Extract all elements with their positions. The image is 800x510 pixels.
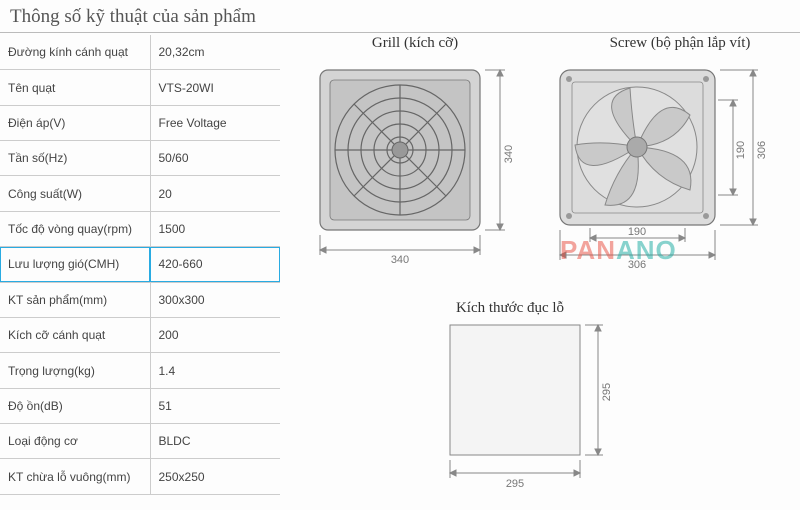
spec-value: Free Voltage — [150, 105, 280, 140]
spec-row: Tên quạtVTS-20WI — [0, 70, 280, 105]
screw-label: Screw (bộ phận lắp vít) — [580, 35, 780, 52]
diagrams-area: Grill (kích cỡ) Screw (bộ phận lắp vít) … — [280, 35, 800, 495]
spec-label: Lưu lượng gió(CMH) — [0, 247, 150, 282]
spec-label: Tốc độ vòng quay(rpm) — [0, 211, 150, 246]
spec-row: Tốc độ vòng quay(rpm)1500 — [0, 211, 280, 246]
svg-text:340: 340 — [391, 254, 409, 266]
spec-label: Công suất(W) — [0, 176, 150, 211]
spec-label: Trọng lượng(kg) — [0, 353, 150, 388]
content-container: Đường kính cánh quạt20,32cmTên quạtVTS-2… — [0, 35, 800, 495]
spec-value: 20,32cm — [150, 35, 280, 70]
spec-label: Độ ồn(dB) — [0, 388, 150, 423]
svg-text:340: 340 — [503, 145, 515, 163]
spec-value: BLDC — [150, 424, 280, 459]
spec-label: KT chừa lỗ vuông(mm) — [0, 459, 150, 495]
hole-diagram: 295 295 — [430, 320, 640, 510]
svg-text:306: 306 — [756, 141, 768, 159]
spec-row: Loại động cơBLDC — [0, 424, 280, 459]
page-title: Thông số kỹ thuật của sản phẩm — [0, 0, 800, 33]
grill-diagram: 340 340 — [290, 60, 530, 280]
spec-row: Tần số(Hz)50/60 — [0, 141, 280, 176]
spec-value: 200 — [150, 317, 280, 352]
spec-value: 1.4 — [150, 353, 280, 388]
spec-label: Điện áp(V) — [0, 105, 150, 140]
spec-row: Trọng lượng(kg)1.4 — [0, 353, 280, 388]
spec-value: 300x300 — [150, 282, 280, 317]
spec-row: KT sản phẩm(mm)300x300 — [0, 282, 280, 317]
watermark: PANANO — [560, 235, 677, 266]
spec-value: 250x250 — [150, 459, 280, 495]
spec-row: Độ ồn(dB)51 — [0, 388, 280, 423]
spec-label: Tên quạt — [0, 70, 150, 105]
spec-value: 50/60 — [150, 141, 280, 176]
svg-text:190: 190 — [735, 141, 747, 159]
spec-label: Kích cỡ cánh quạt — [0, 317, 150, 352]
spec-value: VTS-20WI — [150, 70, 280, 105]
grill-label: Grill (kích cỡ) — [340, 35, 490, 52]
spec-row: Kích cỡ cánh quạt200 — [0, 317, 280, 352]
hole-label: Kích thước đục lỗ — [410, 300, 610, 317]
spec-value: 51 — [150, 388, 280, 423]
spec-label: Tần số(Hz) — [0, 141, 150, 176]
spec-row: Công suất(W)20 — [0, 176, 280, 211]
spec-label: Đường kính cánh quạt — [0, 35, 150, 70]
spec-value: 20 — [150, 176, 280, 211]
spec-row: Lưu lượng gió(CMH)420-660 — [0, 247, 280, 282]
spec-row: Đường kính cánh quạt20,32cm — [0, 35, 280, 70]
watermark-part2: ANO — [616, 235, 677, 265]
spec-label: KT sản phẩm(mm) — [0, 282, 150, 317]
svg-text:295: 295 — [601, 383, 613, 401]
watermark-part1: PAN — [560, 235, 616, 265]
spec-label: Loại động cơ — [0, 424, 150, 459]
svg-text:295: 295 — [506, 478, 524, 490]
spec-table: Đường kính cánh quạt20,32cmTên quạtVTS-2… — [0, 35, 280, 495]
spec-row: KT chừa lỗ vuông(mm)250x250 — [0, 459, 280, 495]
spec-row: Điện áp(V)Free Voltage — [0, 105, 280, 140]
spec-value: 1500 — [150, 211, 280, 246]
spec-value: 420-660 — [150, 247, 280, 282]
